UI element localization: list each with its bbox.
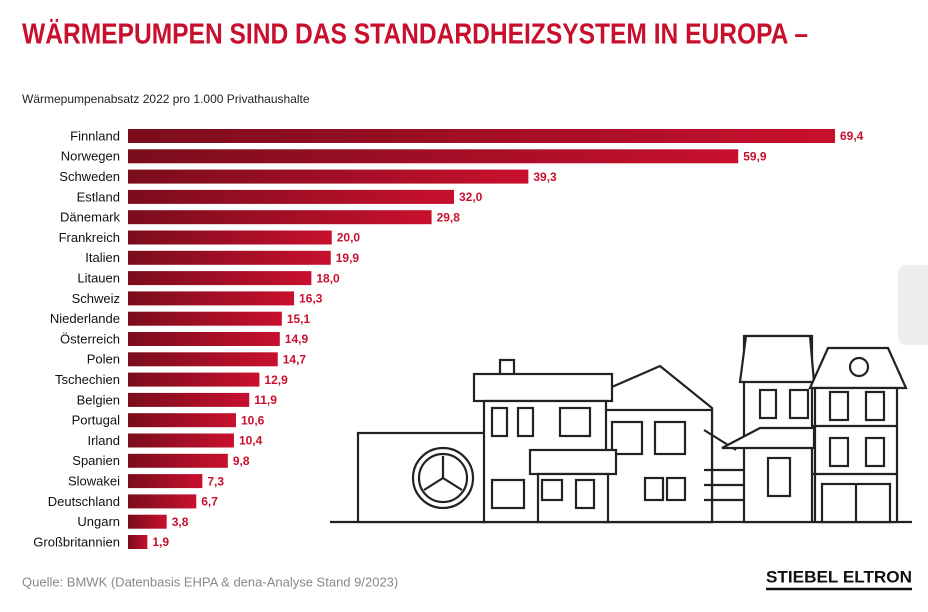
category-label: Irland [87, 433, 120, 448]
category-label: Litauen [77, 271, 120, 286]
value-label: 69,4 [840, 129, 864, 143]
category-label: Dänemark [60, 210, 120, 225]
value-label: 15,1 [287, 312, 311, 326]
category-label: Deutschland [48, 494, 120, 509]
logo: STIEBEL ELTRON [766, 567, 912, 586]
value-label: 18,0 [316, 271, 340, 285]
value-label: 29,8 [437, 210, 461, 224]
category-label: Italien [85, 250, 120, 265]
value-label: 10,6 [241, 413, 265, 427]
bar [128, 514, 167, 529]
bar [128, 453, 228, 468]
category-label: Ungarn [77, 514, 120, 529]
houses-illustration [330, 334, 912, 524]
side-tab [898, 265, 928, 345]
bar [128, 433, 234, 448]
value-label: 16,3 [299, 292, 323, 306]
bar [128, 149, 739, 164]
bar [128, 230, 332, 245]
bar [128, 494, 197, 509]
value-label: 10,4 [239, 434, 263, 448]
category-label: Großbritannien [33, 534, 120, 549]
category-label: Tschechien [55, 372, 120, 387]
value-label: 59,9 [743, 149, 767, 163]
bar [128, 352, 278, 367]
chart-subtitle: Wärmepumpenabsatz 2022 pro 1.000 Privath… [22, 92, 310, 106]
category-label: Estland [77, 189, 120, 204]
category-label: Schweiz [72, 291, 120, 306]
value-label: 7,3 [207, 474, 224, 488]
bar [128, 250, 331, 265]
bar [128, 474, 203, 489]
category-label: Finnland [70, 128, 120, 143]
value-label: 11,9 [254, 393, 277, 407]
value-label: 3,8 [172, 515, 189, 529]
value-label: 6,7 [201, 495, 218, 509]
category-label: Niederlande [50, 311, 120, 326]
category-label: Polen [87, 352, 120, 367]
value-label: 14,9 [285, 332, 309, 346]
value-label: 32,0 [459, 190, 483, 204]
value-label: 9,8 [233, 454, 250, 468]
value-label: 39,3 [533, 170, 557, 184]
value-label: 20,0 [337, 231, 361, 245]
category-label: Slowakei [68, 474, 120, 489]
bar [128, 129, 835, 143]
category-label: Spanien [72, 453, 120, 468]
bar [128, 189, 454, 204]
chart-title: WÄRMEPUMPEN SIND DAS STANDARDHEIZSYSTEM … [22, 18, 808, 51]
bar [128, 291, 295, 306]
bar [128, 311, 282, 326]
bar [128, 535, 148, 549]
bar [128, 413, 236, 428]
category-label: Schweden [59, 169, 120, 184]
value-label: 19,9 [336, 251, 360, 265]
category-label: Belgien [77, 392, 120, 407]
bar [128, 271, 312, 286]
category-label: Österreich [60, 331, 120, 346]
value-label: 12,9 [264, 373, 288, 387]
category-label: Portugal [72, 413, 121, 428]
bar [128, 372, 260, 387]
bar [128, 169, 529, 184]
bar [128, 332, 280, 346]
value-label: 14,7 [283, 352, 307, 366]
value-label: 1,9 [152, 535, 169, 549]
source-note: Quelle: BMWK (Datenbasis EHPA & dena-Ana… [22, 574, 398, 589]
bar [128, 392, 250, 407]
category-label: Frankreich [59, 230, 120, 245]
bar [128, 210, 432, 225]
category-label: Norwegen [61, 149, 120, 164]
